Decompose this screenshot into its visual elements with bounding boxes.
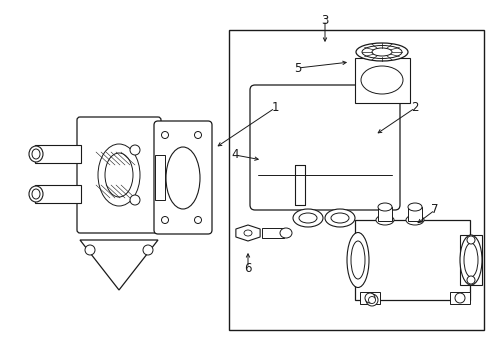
Ellipse shape [194,131,201,139]
Ellipse shape [325,209,354,227]
Text: 1: 1 [271,102,278,114]
Bar [377,207,391,221]
Bar [228,30,483,330]
Ellipse shape [459,235,481,285]
Bar [449,292,469,304]
Ellipse shape [407,203,421,211]
Ellipse shape [405,215,423,225]
Ellipse shape [98,144,140,206]
Ellipse shape [346,233,368,288]
Bar [35,145,81,163]
Ellipse shape [330,213,348,223]
Ellipse shape [130,195,140,205]
Ellipse shape [29,186,43,202]
Bar [155,155,164,200]
FancyBboxPatch shape [154,121,212,234]
Ellipse shape [361,45,401,58]
Bar [354,58,409,103]
Ellipse shape [364,293,374,303]
Ellipse shape [454,293,464,303]
Ellipse shape [466,236,474,244]
Polygon shape [80,240,158,290]
Ellipse shape [365,294,377,306]
Ellipse shape [85,245,95,255]
Text: 3: 3 [321,13,328,27]
Ellipse shape [161,216,168,224]
Ellipse shape [165,147,200,209]
Ellipse shape [142,245,153,255]
Ellipse shape [368,297,375,303]
Ellipse shape [292,209,323,227]
Ellipse shape [194,216,201,224]
Ellipse shape [32,189,40,199]
Ellipse shape [298,213,316,223]
Bar [407,207,421,221]
Text: 7: 7 [430,203,438,216]
Text: 6: 6 [244,261,251,274]
Ellipse shape [466,276,474,284]
Text: 5: 5 [294,62,301,75]
Ellipse shape [463,243,477,277]
Bar [35,185,81,203]
Ellipse shape [371,48,391,56]
Text: 2: 2 [410,102,418,114]
Text: 4: 4 [231,148,238,162]
Ellipse shape [105,153,133,197]
Ellipse shape [161,131,168,139]
Ellipse shape [360,66,402,94]
Ellipse shape [32,149,40,159]
FancyBboxPatch shape [77,117,161,233]
Ellipse shape [280,228,291,238]
Ellipse shape [350,241,364,279]
Ellipse shape [244,230,251,236]
Bar [459,235,481,285]
Bar [359,292,379,304]
Bar [262,228,284,238]
Ellipse shape [29,146,43,162]
Ellipse shape [355,43,407,61]
Polygon shape [235,225,260,241]
Bar [354,220,469,300]
Ellipse shape [130,145,140,155]
Ellipse shape [375,215,393,225]
Ellipse shape [377,203,391,211]
FancyBboxPatch shape [249,85,399,210]
